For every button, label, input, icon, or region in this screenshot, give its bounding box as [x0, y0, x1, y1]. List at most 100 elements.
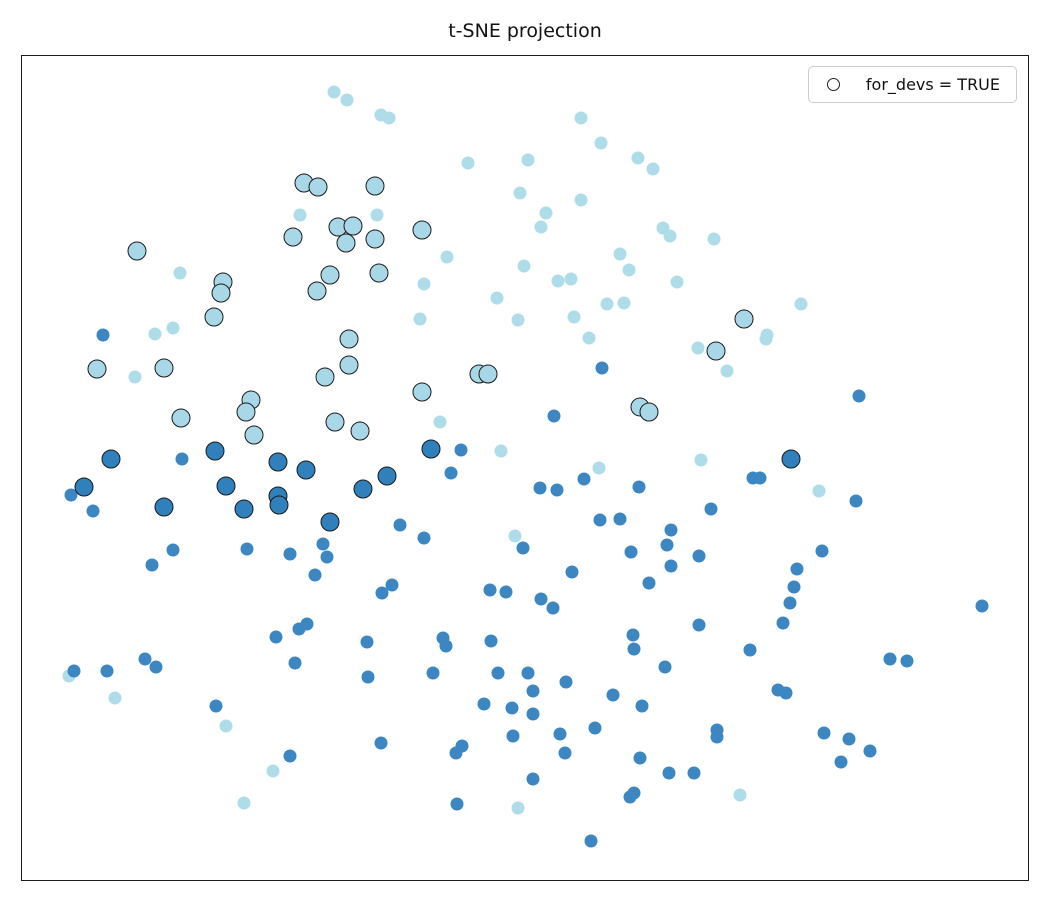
- scatter-point: [283, 227, 303, 247]
- scatter-point: [642, 576, 656, 590]
- scatter-point: [558, 746, 572, 760]
- scatter-point: [517, 259, 531, 273]
- scatter-point: [975, 599, 989, 613]
- scatter-point: [316, 537, 330, 551]
- scatter-point: [128, 370, 142, 384]
- scatter-point: [101, 449, 121, 469]
- scatter-point: [461, 156, 475, 170]
- scatter-point: [783, 596, 797, 610]
- scatter-point: [484, 634, 498, 648]
- scatter-point: [483, 583, 497, 597]
- scatter-point: [171, 408, 191, 428]
- scatter-point: [704, 502, 718, 516]
- scatter-point: [149, 660, 163, 674]
- scatter-point: [627, 642, 641, 656]
- scatter-point: [283, 547, 297, 561]
- scatter-point: [582, 331, 596, 345]
- scatter-point: [320, 550, 334, 564]
- scatter-point: [692, 549, 706, 563]
- scatter-point: [361, 670, 375, 684]
- scatter-point: [613, 512, 627, 526]
- scatter-point: [293, 208, 307, 222]
- scatter-point: [237, 796, 251, 810]
- scatter-point: [336, 233, 356, 253]
- scatter-point: [533, 481, 547, 495]
- scatter-point: [646, 162, 660, 176]
- scatter-point: [365, 229, 385, 249]
- scatter-point: [815, 544, 829, 558]
- scatter-point: [553, 727, 567, 741]
- scatter-point: [439, 639, 453, 653]
- scatter-point: [521, 153, 535, 167]
- scatter-point: [67, 664, 81, 678]
- plot-area: for_devs = TRUE: [21, 55, 1029, 881]
- scatter-point: [574, 111, 588, 125]
- scatter-point: [127, 241, 147, 261]
- scatter-point: [631, 151, 645, 165]
- scatter-point: [565, 565, 579, 579]
- scatter-point: [166, 543, 180, 557]
- scatter-point: [660, 538, 674, 552]
- scatter-point: [288, 656, 302, 670]
- scatter-point: [670, 275, 684, 289]
- scatter-point: [521, 666, 535, 680]
- scatter-point: [692, 618, 706, 632]
- scatter-point: [204, 307, 224, 327]
- scatter-point: [733, 788, 747, 802]
- scatter-point: [234, 499, 254, 519]
- scatter-point: [108, 691, 122, 705]
- scatter-point: [595, 361, 609, 375]
- scatter-point: [883, 652, 897, 666]
- scatter-point: [834, 755, 848, 769]
- scatter-point: [138, 652, 152, 666]
- scatter-point: [454, 443, 468, 457]
- scatter-point: [626, 628, 640, 642]
- scatter-point: [849, 494, 863, 508]
- scatter-point: [639, 402, 659, 422]
- scatter-point: [268, 452, 288, 472]
- scatter-point: [624, 545, 638, 559]
- scatter-point: [613, 247, 627, 261]
- scatter-point: [353, 479, 373, 499]
- scatter-point: [96, 328, 110, 342]
- scatter-point: [564, 272, 578, 286]
- scatter-point: [173, 266, 187, 280]
- scatter-point: [663, 229, 677, 243]
- scatter-point: [526, 772, 540, 786]
- scatter-point: [421, 439, 441, 459]
- scatter-point: [236, 402, 256, 422]
- scatter-point: [508, 529, 522, 543]
- scatter-point: [710, 730, 724, 744]
- scatter-point: [377, 466, 397, 486]
- scatter-point: [617, 296, 631, 310]
- scatter-point: [622, 263, 636, 277]
- scatter-point: [269, 630, 283, 644]
- scatter-point: [308, 568, 322, 582]
- scatter-point: [694, 453, 708, 467]
- scatter-point: [444, 466, 458, 480]
- scatter-point: [374, 736, 388, 750]
- scatter-point: [526, 684, 540, 698]
- scatter-point: [559, 675, 573, 689]
- scatter-point: [547, 409, 561, 423]
- scatter-point: [315, 367, 335, 387]
- scatter-point: [240, 542, 254, 556]
- scatter-point: [720, 364, 734, 378]
- scatter-point: [365, 176, 385, 196]
- scatter-point: [534, 592, 548, 606]
- scatter-point: [499, 585, 513, 599]
- scatter-point: [633, 751, 647, 765]
- scatter-point: [343, 216, 363, 236]
- scatter-point: [691, 341, 705, 355]
- scatter-point: [340, 93, 354, 107]
- scatter-point: [325, 412, 345, 432]
- scatter-point: [166, 321, 180, 335]
- scatter-point: [369, 263, 389, 283]
- scatter-point: [440, 250, 454, 264]
- scatter-point: [513, 186, 527, 200]
- scatter-point: [296, 460, 316, 480]
- scatter-point: [787, 580, 801, 594]
- scatter-point: [154, 497, 174, 517]
- scatter-point: [781, 449, 801, 469]
